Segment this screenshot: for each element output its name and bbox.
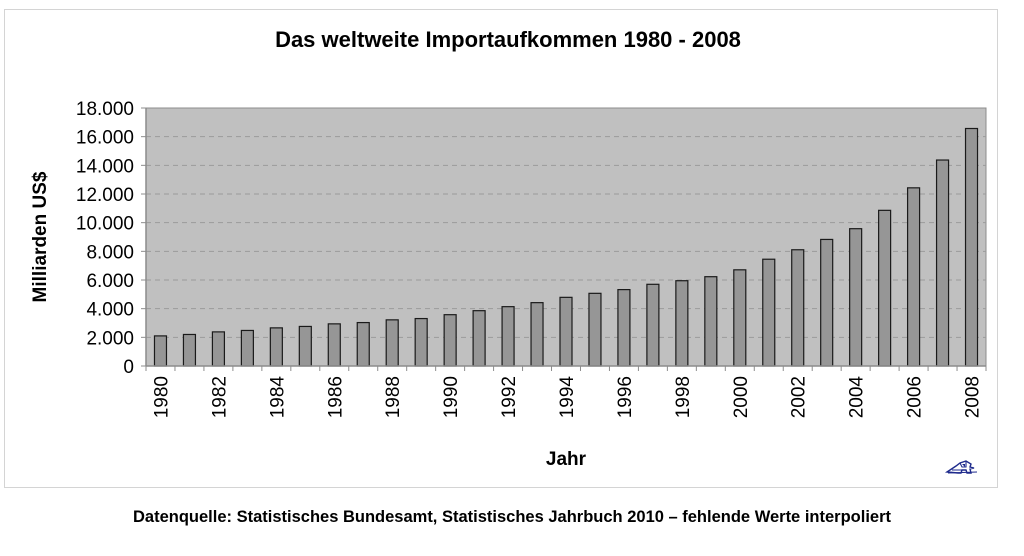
bar-1997 [646,283,660,367]
gridlines [146,136,986,338]
bar-2007 [935,159,950,367]
x-tick-label: 1982 [209,376,230,418]
x-tick-label: 2002 [789,376,810,418]
chart-title: Das weltweite Importaufkommen 1980 - 200… [275,27,741,52]
bar-1989 [414,317,428,367]
bar-1980 [153,335,168,367]
bar-1998 [675,280,689,367]
y-tick-label: 8.000 [86,242,134,263]
x-tick-label: 1992 [499,376,520,418]
x-axis-ticks: 1980 1982 1984 1986 1988 1990 1992 1994 1996 1998… [145,366,987,419]
x-tick-label: 1996 [615,376,636,418]
bar-1994 [559,296,573,367]
bar-1987 [356,321,370,367]
x-tick-label: 2006 [905,376,926,418]
bar-1981 [182,333,197,367]
y-tick-label: 18.000 [76,99,134,120]
bar-1995 [588,292,602,367]
x-tick-label: 2004 [847,376,868,419]
bar-1984 [269,327,283,367]
x-tick-label: 1998 [673,376,694,418]
bar-1986 [327,323,341,367]
x-tick-label: 1980 [151,376,172,418]
bar-1982 [211,331,226,367]
bar-1996 [617,289,631,367]
y-tick-label: 16.000 [76,128,134,149]
x-axis-title: Jahr [546,449,587,470]
bar-1988 [385,319,399,367]
bar-1992 [501,306,515,367]
x-tick-label: 2008 [963,376,984,418]
data-source-caption: Datenquelle: Statistisches Bundesamt, St… [132,508,891,526]
x-tick-label: 1984 [267,376,288,419]
bar-1991 [472,310,486,367]
bar-1990 [443,314,457,367]
bar-1985 [298,325,312,367]
bar-2000 [733,269,747,367]
bar-2005 [878,209,892,367]
x-tick-label: 2000 [731,376,752,418]
bar-1983 [240,329,254,367]
y-tick-label: 12.000 [76,185,134,206]
y-tick-label: 4.000 [86,300,134,321]
bar-1999 [704,276,718,367]
bar-2006 [906,187,921,367]
y-tick-label: 14.000 [76,156,134,177]
y-axis-title: Milliarden US$ [30,171,51,302]
y-tick-label: 2.000 [86,328,134,349]
y-axis-ticks: 0 2.000 4.000 6.000 8.000 10.000 12.000 14.000 1… [76,99,146,378]
x-tick-label: 1994 [557,376,578,419]
bar-2004 [849,228,863,367]
x-tick-label: 1990 [441,376,462,418]
y-tick-label: 6.000 [86,271,134,292]
y-tick-label: 10.000 [76,214,134,235]
house-logo-icon [944,455,980,484]
bar-2001 [762,258,776,367]
bar-2003 [820,238,834,367]
x-tick-label: 1988 [383,376,404,418]
bar-2008 [964,127,979,367]
x-tick-label: 1986 [325,376,346,418]
bar-2002 [791,249,805,367]
bars [153,127,979,367]
bar-1993 [530,302,544,367]
y-tick-label: 0 [123,357,134,378]
